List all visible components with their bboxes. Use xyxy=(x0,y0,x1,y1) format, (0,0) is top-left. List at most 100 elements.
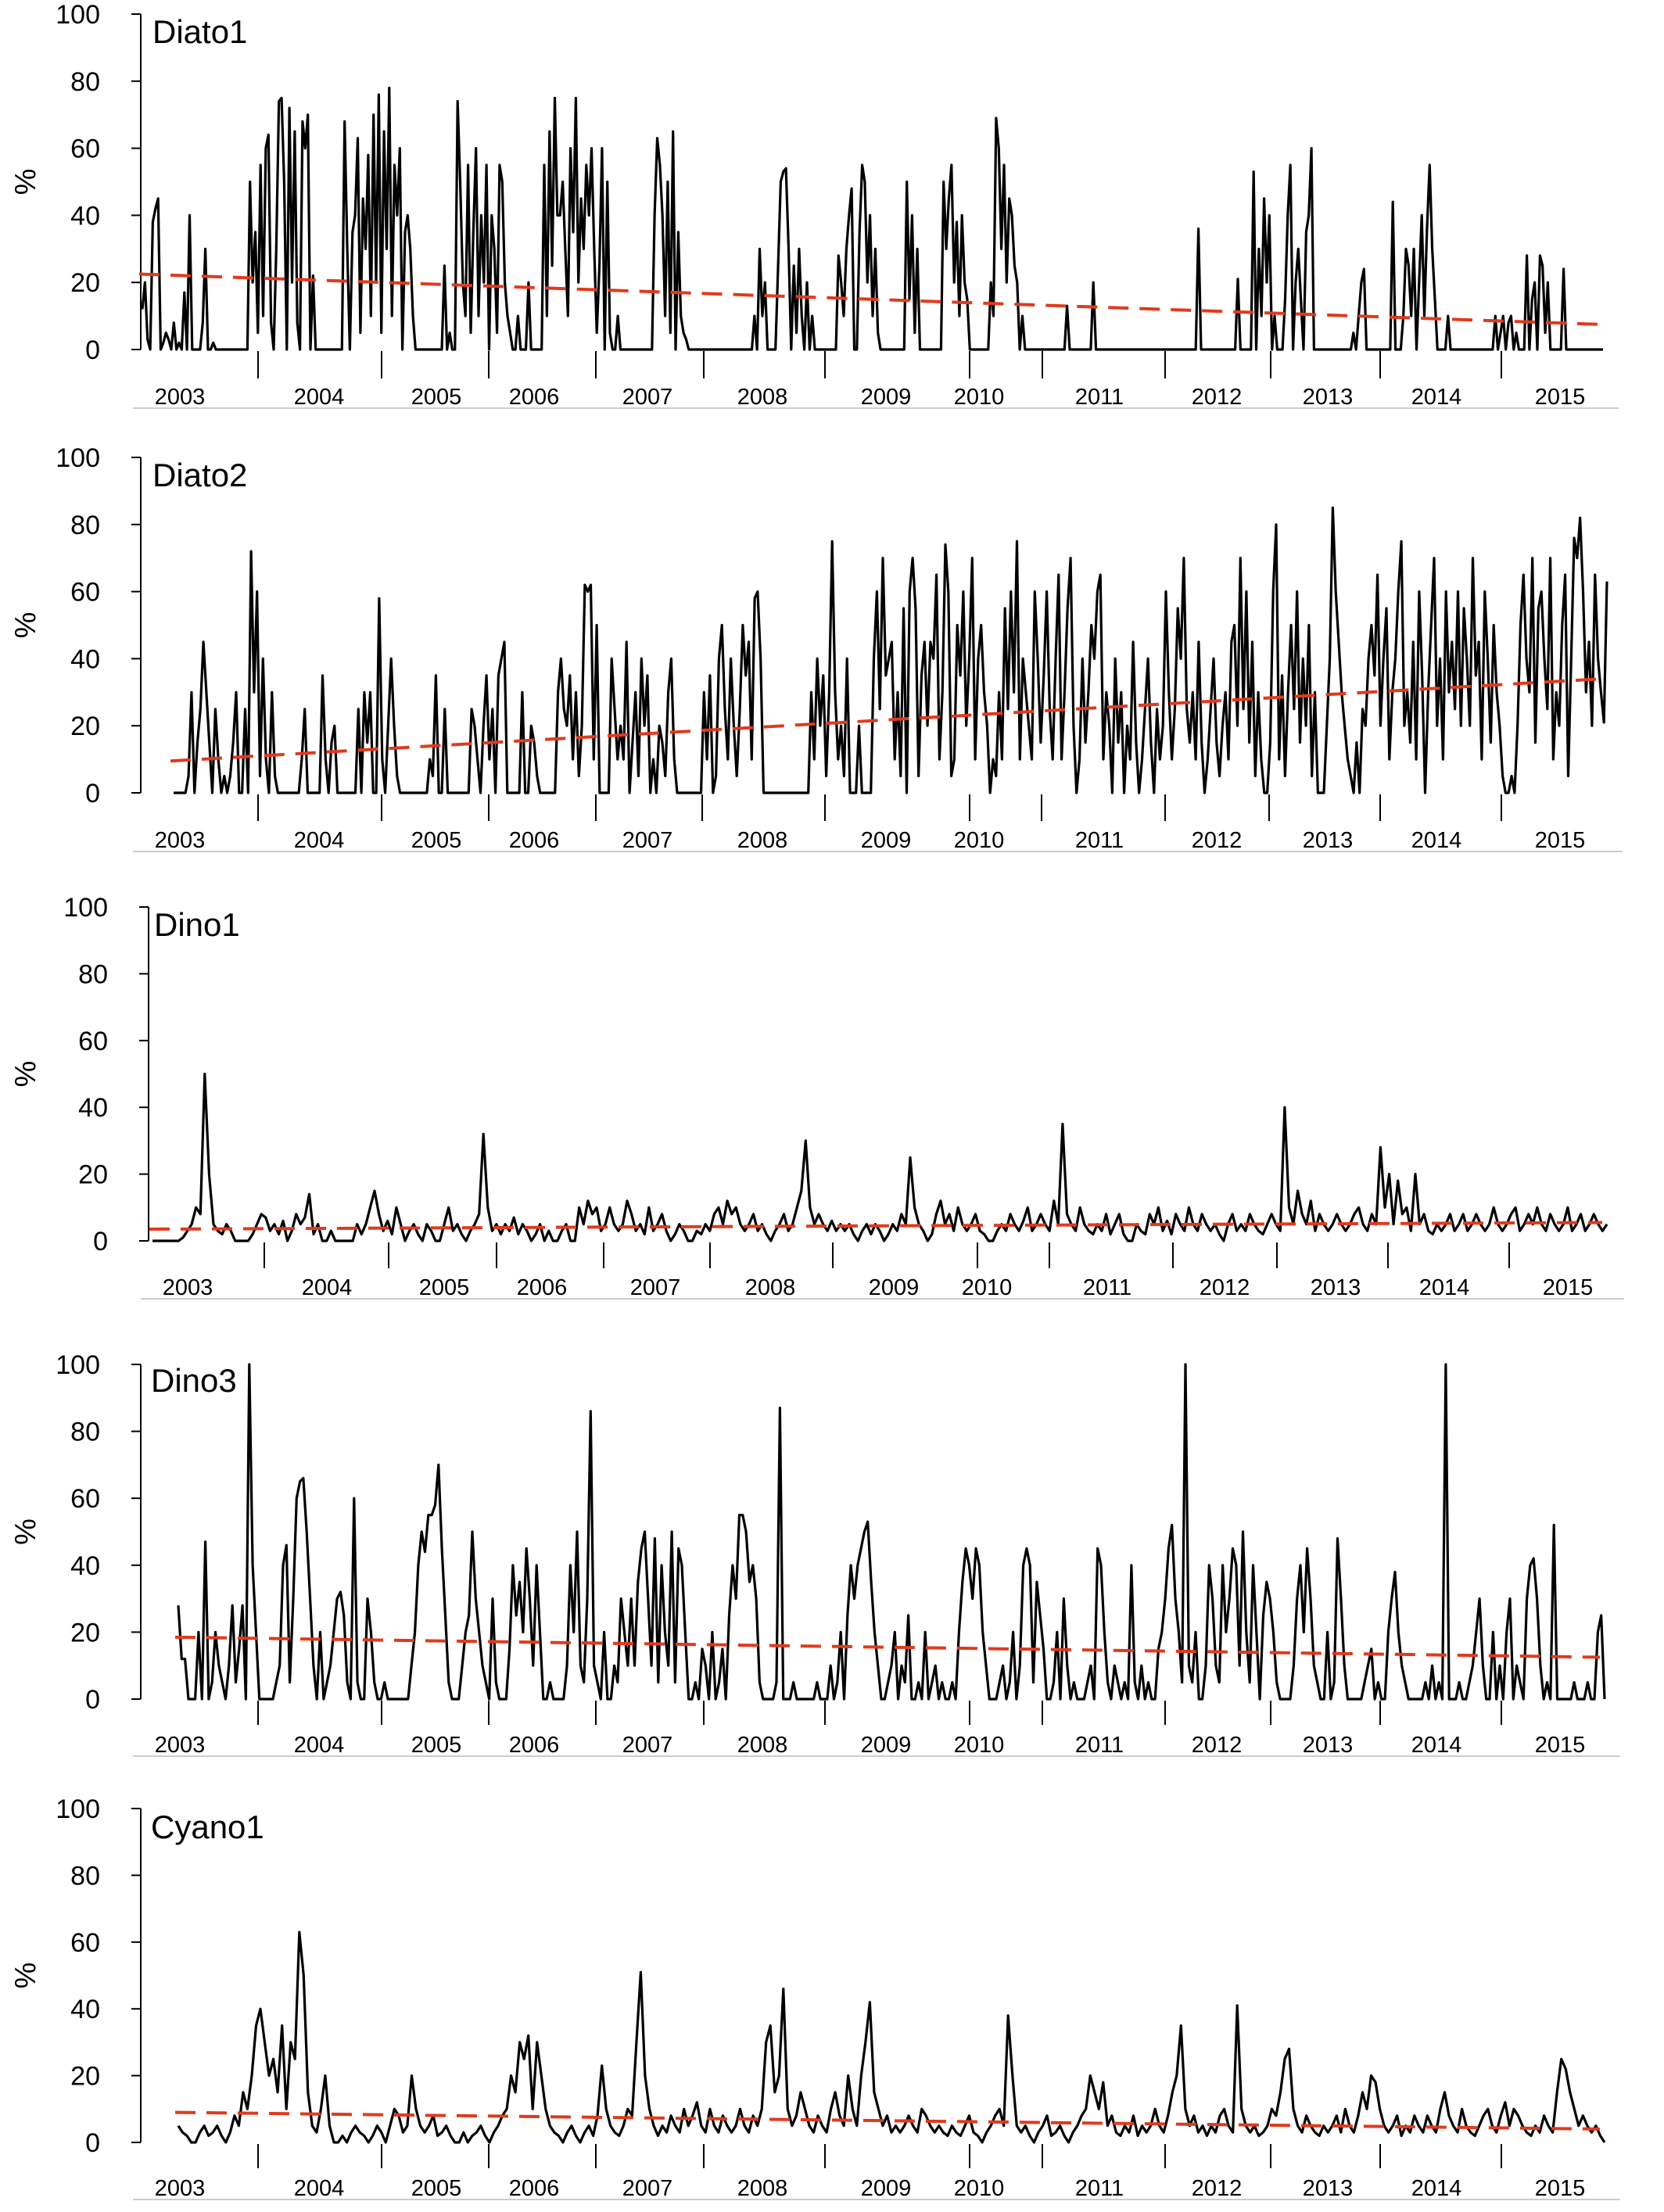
y-tick-label: 100 xyxy=(56,0,100,30)
y-tick-label: 60 xyxy=(70,1484,100,1514)
year-label-2011: 2011 xyxy=(1075,385,1124,410)
trend-line-diato1 xyxy=(138,272,1599,326)
year-label-2008: 2008 xyxy=(737,1733,788,1758)
year-label-2005: 2005 xyxy=(411,828,462,853)
year-label-2009: 2009 xyxy=(861,828,912,853)
panel-dino1: 0 20 40 60 80 100% 2003 2004 2005 2006 2007 2008 200… xyxy=(9,893,1624,1300)
year-label-2005: 2005 xyxy=(411,1733,462,1758)
panel-diato1: 0 20 40 60 80 100% 2003 2004 2005 2006 2007 2008 200… xyxy=(9,0,1619,410)
year-label-2013: 2013 xyxy=(1303,385,1354,410)
y-tick-label: 40 xyxy=(70,644,100,674)
year-label-2015: 2015 xyxy=(1535,1733,1586,1758)
year-label-2015: 2015 xyxy=(1535,828,1586,853)
year-label-2008: 2008 xyxy=(737,385,788,410)
y-tick-label: 0 xyxy=(85,1685,100,1715)
year-label-2010: 2010 xyxy=(954,1733,1005,1758)
y-tick-label: 20 xyxy=(70,2062,100,2092)
year-label-2009: 2009 xyxy=(869,1275,920,1300)
trend-line-cyano1 xyxy=(174,2110,1601,2131)
year-label-2003: 2003 xyxy=(155,2176,206,2201)
year-label-2006: 2006 xyxy=(509,2176,560,2201)
series-line-cyano1 xyxy=(177,1931,1606,2144)
year-label-2008: 2008 xyxy=(737,828,788,853)
year-label-2012: 2012 xyxy=(1200,1275,1250,1300)
year-label-2005: 2005 xyxy=(411,385,462,410)
year-label-2003: 2003 xyxy=(155,1733,206,1758)
year-label-2010: 2010 xyxy=(954,828,1005,853)
year-label-2015: 2015 xyxy=(1535,2176,1586,2201)
series-line-diato1 xyxy=(141,86,1603,351)
year-label-2006: 2006 xyxy=(509,828,560,853)
year-label-2004: 2004 xyxy=(294,1733,345,1758)
y-tick-label: 40 xyxy=(78,1093,108,1123)
year-label-2004: 2004 xyxy=(294,828,345,853)
y-tick-label: 80 xyxy=(70,1861,100,1891)
y-tick-label: 0 xyxy=(85,2128,100,2158)
year-label-2004: 2004 xyxy=(294,385,345,410)
y-axis-label: % xyxy=(9,1963,42,1989)
year-label-2013: 2013 xyxy=(1303,828,1354,853)
panel-dino3: 0 20 40 60 80 100% 2003 2004 2005 2006 2007 2008 200… xyxy=(9,1350,1620,1758)
year-label-2003: 2003 xyxy=(155,828,206,853)
year-label-2005: 2005 xyxy=(411,2176,462,2201)
y-tick-label: 80 xyxy=(70,511,100,540)
year-label-2014: 2014 xyxy=(1411,385,1462,410)
y-tick-label: 60 xyxy=(70,578,100,608)
series-line-dino1 xyxy=(152,1072,1608,1242)
year-label-2009: 2009 xyxy=(861,385,912,410)
y-tick-label: 100 xyxy=(63,893,108,923)
year-label-2007: 2007 xyxy=(622,2176,673,2201)
y-tick-label: 80 xyxy=(78,959,108,989)
y-axis-label: % xyxy=(9,1061,42,1088)
year-label-2011: 2011 xyxy=(1075,1733,1124,1758)
year-label-2005: 2005 xyxy=(419,1275,470,1300)
y-tick-label: 60 xyxy=(70,134,100,164)
panel-title: Dino3 xyxy=(151,1362,237,1399)
y-tick-label: 100 xyxy=(56,1350,100,1380)
year-label-2012: 2012 xyxy=(1192,385,1243,410)
y-tick-label: 40 xyxy=(70,1995,100,2024)
panel-cyano1: 0 20 40 60 80 100% 2003 2004 2005 2006 2007 2008 200… xyxy=(9,1794,1620,2201)
year-label-2014: 2014 xyxy=(1411,1733,1462,1758)
year-label-2015: 2015 xyxy=(1543,1275,1594,1300)
year-label-2007: 2007 xyxy=(622,385,673,410)
y-tick-label: 80 xyxy=(70,1418,100,1447)
year-label-2003: 2003 xyxy=(163,1275,213,1300)
year-label-2011: 2011 xyxy=(1083,1275,1131,1300)
year-label-2012: 2012 xyxy=(1192,828,1243,853)
y-tick-label: 60 xyxy=(70,1928,100,1958)
year-label-2011: 2011 xyxy=(1075,828,1124,853)
y-tick-label: 0 xyxy=(85,335,100,365)
y-tick-label: 20 xyxy=(70,1618,100,1647)
year-label-2007: 2007 xyxy=(622,828,673,853)
y-tick-label: 20 xyxy=(70,712,100,741)
y-tick-label: 20 xyxy=(70,268,100,298)
panel-title: Diato2 xyxy=(152,457,247,493)
year-label-2003: 2003 xyxy=(155,385,206,410)
trend-line-diato2 xyxy=(170,677,1603,763)
year-label-2008: 2008 xyxy=(745,1275,796,1300)
y-tick-label: 0 xyxy=(93,1227,108,1257)
panel-diato2: 0 20 40 60 80 100% 2003 2004 2005 2006 2007 2008 200… xyxy=(9,443,1623,853)
year-label-2009: 2009 xyxy=(861,2176,912,2201)
year-label-2006: 2006 xyxy=(509,385,560,410)
trend-line-dino3 xyxy=(174,1635,1601,1659)
y-axis-label: % xyxy=(9,612,42,639)
y-axis-label: % xyxy=(9,1518,42,1545)
year-label-2007: 2007 xyxy=(630,1275,681,1300)
y-tick-label: 80 xyxy=(70,67,100,97)
year-label-2014: 2014 xyxy=(1411,2176,1462,2201)
year-label-2012: 2012 xyxy=(1192,1733,1243,1758)
year-label-2010: 2010 xyxy=(954,385,1005,410)
year-label-2006: 2006 xyxy=(509,1733,560,1758)
year-label-2004: 2004 xyxy=(302,1275,353,1300)
y-tick-label: 100 xyxy=(56,443,100,473)
y-tick-label: 100 xyxy=(56,1794,100,1824)
year-label-2015: 2015 xyxy=(1535,385,1586,410)
panel-title: Dino1 xyxy=(154,906,240,943)
year-label-2010: 2010 xyxy=(954,2176,1005,2201)
y-tick-label: 40 xyxy=(70,1551,100,1581)
year-label-2014: 2014 xyxy=(1411,828,1462,853)
y-tick-label: 40 xyxy=(70,201,100,231)
